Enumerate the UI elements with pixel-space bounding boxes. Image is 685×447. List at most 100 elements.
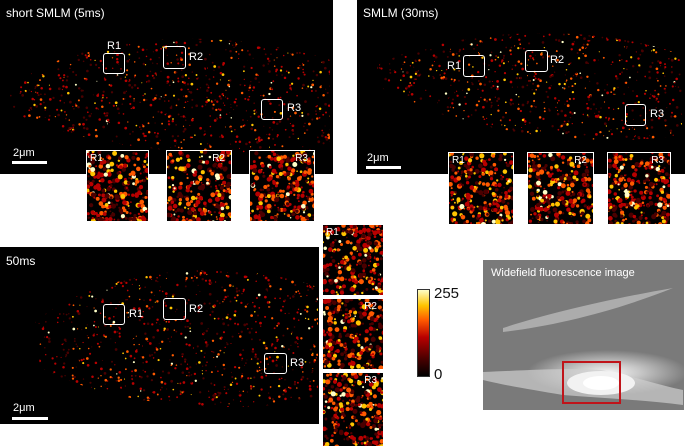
- localization-spot: [464, 102, 467, 105]
- localization-spot: [457, 166, 461, 170]
- localization-spot: [615, 221, 620, 224]
- localization-spot: [211, 310, 214, 313]
- localization-spot: [567, 130, 570, 133]
- localization-spot: [73, 136, 76, 139]
- localization-spot: [225, 25, 227, 27]
- localization-spot: [494, 71, 496, 73]
- localization-spot: [217, 108, 220, 110]
- localization-spot: [447, 97, 449, 99]
- localization-spot: [315, 156, 317, 158]
- localization-spot: [400, 148, 402, 150]
- localization-spot: [7, 142, 8, 143]
- localization-spot: [196, 88, 199, 91]
- localization-spot: [204, 68, 207, 70]
- localization-spot: [75, 104, 78, 107]
- localization-spot: [182, 33, 184, 35]
- localization-spot: [109, 184, 113, 187]
- smlm-30ms-title: SMLM (30ms): [363, 6, 439, 20]
- localization-spot: [177, 113, 180, 116]
- localization-spot: [535, 148, 536, 149]
- localization-spot: [130, 274, 133, 277]
- localization-spot: [103, 112, 106, 115]
- localization-spot: [241, 49, 244, 52]
- localization-spot: [471, 82, 473, 84]
- localization-spot: [563, 31, 565, 33]
- localization-spot: [110, 201, 113, 205]
- localization-spot: [47, 331, 50, 334]
- localization-spot: [613, 177, 617, 182]
- localization-spot: [164, 94, 167, 97]
- localization-spot: [272, 137, 275, 140]
- localization-spot: [369, 74, 371, 76]
- localization-spot: [242, 119, 244, 121]
- localization-spot: [132, 361, 135, 364]
- localization-spot: [87, 212, 90, 216]
- localization-spot: [126, 22, 128, 24]
- localization-spot: [610, 129, 612, 131]
- localization-spot: [315, 11, 317, 13]
- localization-spot: [432, 75, 434, 78]
- localization-spot: [577, 196, 581, 200]
- localization-spot: [526, 84, 529, 87]
- localization-spot: [545, 90, 548, 93]
- localization-spot: [114, 285, 116, 287]
- localization-spot: [645, 174, 649, 178]
- localization-spot: [245, 17, 247, 19]
- localization-spot: [375, 148, 377, 150]
- localization-spot: [439, 34, 442, 36]
- localization-spot: [377, 123, 379, 125]
- localization-spot: [133, 277, 136, 279]
- localization-spot: [608, 174, 610, 177]
- localization-spot: [564, 103, 566, 105]
- localization-spot: [55, 420, 56, 421]
- localization-spot: [54, 115, 57, 118]
- localization-spot: [377, 50, 379, 53]
- localization-spot: [654, 89, 656, 92]
- localization-spot: [391, 142, 392, 143]
- localization-spot: [576, 52, 579, 54]
- localization-spot: [147, 122, 150, 125]
- smlm30-roi-r2-label: R2: [550, 54, 565, 66]
- localization-spot: [125, 73, 128, 76]
- localization-spot: [583, 204, 587, 208]
- localization-spot: [164, 128, 166, 131]
- localization-spot: [645, 127, 649, 130]
- localization-spot: [579, 76, 583, 79]
- localization-spot: [530, 105, 533, 108]
- localization-spot: [296, 52, 298, 54]
- localization-spot: [669, 129, 673, 133]
- localization-spot: [82, 153, 85, 154]
- localization-spot: [587, 177, 592, 182]
- localization-spot: [250, 127, 254, 131]
- localization-spot: [277, 206, 280, 209]
- localization-spot: [283, 76, 287, 80]
- localization-spot: [646, 119, 648, 121]
- localization-spot: [184, 119, 187, 122]
- localization-spot: [108, 204, 112, 209]
- localization-spot: [257, 74, 259, 77]
- localization-spot: [670, 147, 671, 148]
- localization-spot: [262, 94, 265, 97]
- localization-spot: [449, 119, 453, 123]
- localization-spot: [557, 128, 560, 131]
- localization-spot: [415, 78, 417, 80]
- localization-spot: [575, 223, 579, 224]
- localization-spot: [276, 156, 282, 162]
- localization-spot: [296, 196, 300, 200]
- localization-spot: [540, 28, 542, 30]
- localization-spot: [121, 7, 123, 9]
- localization-spot: [518, 38, 521, 41]
- localization-spot: [278, 13, 280, 15]
- localization-spot: [509, 186, 513, 191]
- localization-spot: [645, 140, 647, 142]
- localization-spot: [519, 43, 522, 46]
- localization-spot: [412, 114, 415, 117]
- localization-spot: [503, 22, 505, 24]
- localization-spot: [463, 109, 465, 112]
- localization-spot: [181, 19, 184, 22]
- localization-spot: [467, 63, 471, 66]
- localization-spot: [225, 183, 230, 189]
- localization-spot: [533, 99, 536, 103]
- localization-spot: [671, 18, 673, 20]
- localization-spot: [34, 29, 36, 31]
